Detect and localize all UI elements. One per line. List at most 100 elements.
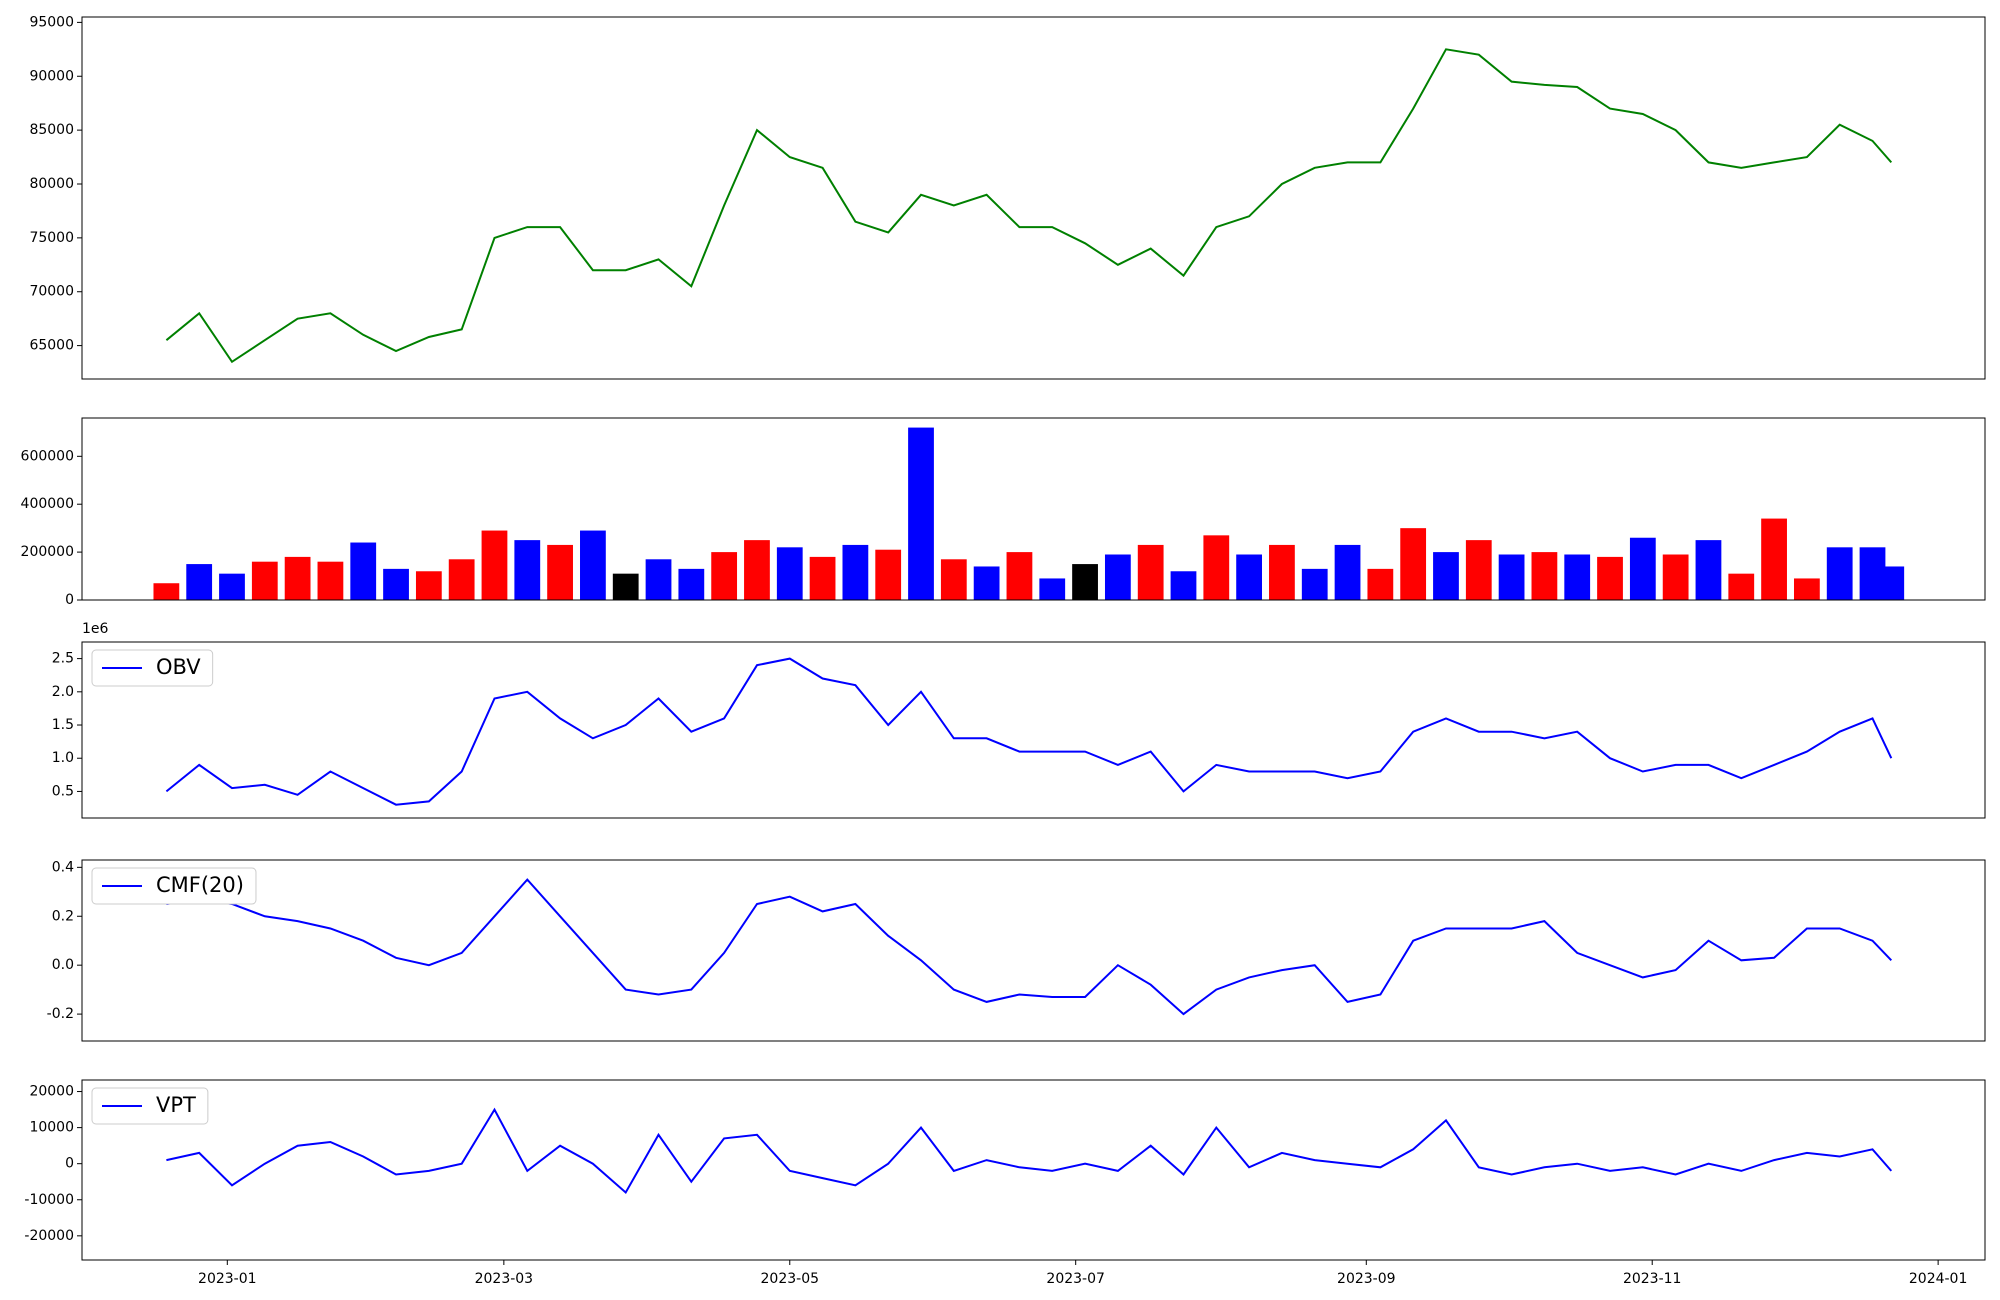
bar bbox=[1104, 554, 1131, 600]
x-tick-label: 2023-05 bbox=[761, 1271, 820, 1287]
bar bbox=[251, 561, 278, 600]
y-tick-label: 0.2 bbox=[52, 908, 74, 924]
y-tick-label: 65000 bbox=[29, 338, 74, 354]
bar bbox=[1236, 554, 1263, 600]
bar bbox=[1728, 573, 1755, 600]
bar bbox=[1878, 566, 1905, 600]
y-tick-label: 75000 bbox=[29, 230, 74, 246]
bar bbox=[350, 542, 377, 600]
y-tick-label: 10000 bbox=[29, 1120, 74, 1136]
bar bbox=[1039, 578, 1066, 600]
bar bbox=[219, 573, 245, 600]
y-tick-label: 400000 bbox=[21, 496, 74, 512]
legend: CMF(20) bbox=[91, 867, 257, 905]
bar bbox=[1629, 537, 1656, 600]
legend-label: OBV bbox=[156, 655, 201, 679]
bar bbox=[908, 427, 934, 600]
bar bbox=[317, 561, 344, 600]
y-tick-label: 80000 bbox=[29, 176, 74, 192]
legend-box bbox=[91, 1087, 209, 1125]
bar bbox=[547, 544, 573, 600]
panel: -0.2 0.0 0.2 0.4 CMF(20) bbox=[47, 859, 1986, 1042]
plot-frame bbox=[81, 1079, 1986, 1261]
bar bbox=[1531, 552, 1558, 600]
bar bbox=[186, 564, 213, 600]
bar bbox=[1137, 544, 1164, 600]
bar bbox=[776, 547, 803, 600]
bar bbox=[1072, 564, 1098, 600]
bar bbox=[1170, 571, 1197, 600]
bar bbox=[1400, 528, 1427, 600]
bar bbox=[1433, 552, 1459, 600]
y-tick-label: 1.0 bbox=[52, 750, 74, 766]
bar bbox=[744, 540, 770, 600]
y-tick-label: 70000 bbox=[29, 284, 74, 300]
bar bbox=[1761, 518, 1787, 600]
y-tick-label: 1.5 bbox=[52, 717, 74, 733]
bar bbox=[580, 530, 606, 600]
bar bbox=[940, 559, 967, 600]
bar bbox=[383, 568, 409, 600]
bar bbox=[973, 566, 1000, 600]
x-tick-label: 2024-01 bbox=[1909, 1271, 1968, 1287]
x-tick-label: 2023-11 bbox=[1623, 1271, 1682, 1287]
plot-frame bbox=[81, 16, 1986, 380]
y-tick-label: 95000 bbox=[29, 14, 74, 30]
line-series bbox=[166, 1107, 1893, 1195]
y-tick-label: 0 bbox=[65, 592, 74, 608]
bar bbox=[842, 544, 869, 600]
line-series bbox=[166, 878, 1893, 1016]
y-tick-label: 0.5 bbox=[52, 783, 74, 799]
bar bbox=[1301, 568, 1328, 600]
y-tick-label: -0.2 bbox=[47, 1006, 74, 1022]
bar bbox=[284, 556, 311, 600]
legend-box bbox=[91, 649, 214, 687]
bar bbox=[1006, 552, 1033, 600]
x-tick-label: 2023-01 bbox=[198, 1271, 257, 1287]
y-tick-label: 0.4 bbox=[52, 859, 74, 875]
bar bbox=[1269, 544, 1295, 600]
legend-label: CMF(20) bbox=[156, 873, 244, 897]
line-series bbox=[165, 48, 1893, 364]
bar bbox=[1465, 540, 1492, 600]
plot-frame bbox=[81, 859, 1986, 1042]
line-series bbox=[165, 657, 1893, 806]
y-tick-label: 2.5 bbox=[52, 651, 74, 667]
bar bbox=[1826, 547, 1853, 600]
y-tick-label: 600000 bbox=[21, 448, 74, 464]
legend-box bbox=[91, 867, 257, 905]
bar bbox=[1793, 578, 1820, 600]
bar bbox=[645, 559, 672, 600]
x-tick-label: 2023-09 bbox=[1337, 1271, 1396, 1287]
bar bbox=[1564, 554, 1591, 600]
bar bbox=[1498, 554, 1525, 600]
bar bbox=[678, 568, 705, 600]
panel: 65000 70000 75000 80000 85000 90000 95000 bbox=[29, 14, 1986, 380]
bar bbox=[809, 556, 836, 600]
y-tick-label: 200000 bbox=[21, 544, 74, 560]
legend: OBV bbox=[91, 649, 214, 687]
bar bbox=[1367, 568, 1394, 600]
bar bbox=[1203, 535, 1230, 600]
y-tick-label: 0 bbox=[65, 1156, 74, 1172]
bar bbox=[415, 571, 442, 600]
bar bbox=[1662, 554, 1689, 600]
bar bbox=[1695, 540, 1722, 600]
plot-frame bbox=[81, 641, 1986, 819]
x-tick-label: 2023-03 bbox=[475, 1271, 534, 1287]
bar bbox=[481, 530, 508, 600]
y-tick-label: 90000 bbox=[29, 68, 74, 84]
panel: 0.5 1.0 1.5 2.0 2.5 1e6 OBV bbox=[52, 621, 1986, 819]
x-tick-label: 2023-07 bbox=[1046, 1271, 1105, 1287]
bar bbox=[711, 552, 738, 600]
plot-frame bbox=[81, 417, 1986, 601]
offset-text: 1e6 bbox=[82, 621, 109, 637]
bar bbox=[153, 583, 180, 600]
bar bbox=[514, 540, 541, 600]
bar bbox=[612, 573, 639, 600]
bar bbox=[1334, 544, 1361, 600]
y-tick-label: 0.0 bbox=[52, 957, 74, 973]
y-tick-label: -20000 bbox=[24, 1228, 74, 1244]
y-tick-label: 85000 bbox=[29, 122, 74, 138]
